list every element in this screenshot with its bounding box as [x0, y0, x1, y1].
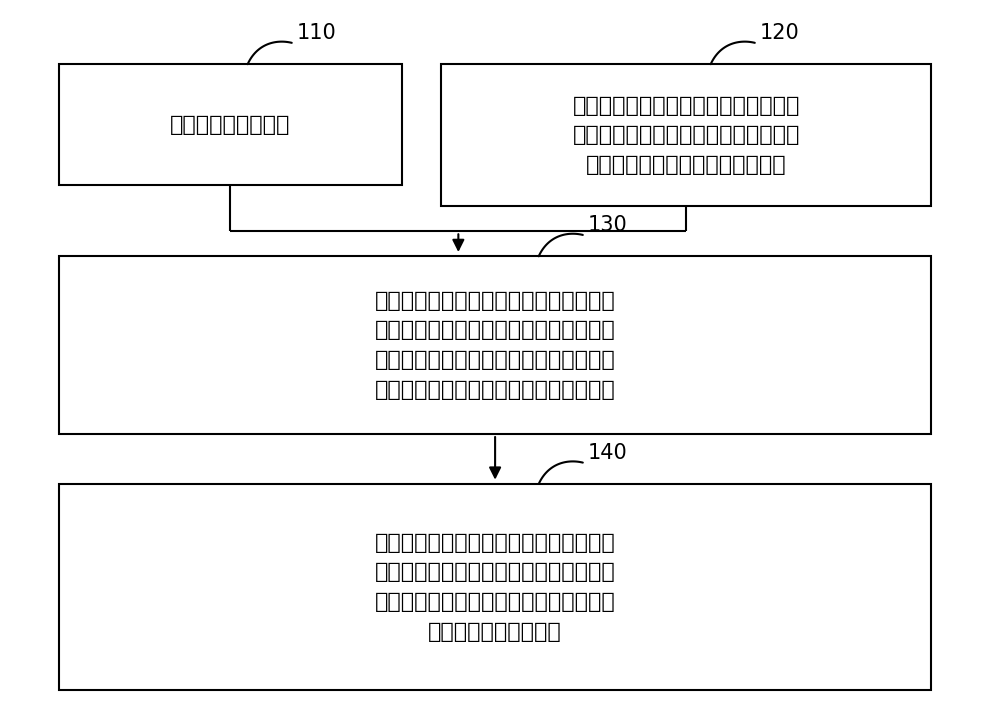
FancyBboxPatch shape — [441, 64, 931, 206]
Text: 根据为原料所采集的原料图像确定放置
于加工平台上的原料表面上的可加工区
原料图像是通过摄像头采集得到的: 根据为原料所采集的原料图像确定放置 于加工平台上的原料表面上的可加工区 原料图像… — [573, 96, 800, 175]
FancyBboxPatch shape — [59, 64, 402, 185]
FancyBboxPatch shape — [59, 484, 931, 690]
Text: 120: 120 — [760, 23, 799, 43]
Text: 根据待加工图案轨迹在预设坐标系中的第
一尺寸参数和可加工区在预设坐标系中的
第二尺寸参数，确定在可加工区上形成所
述待加工图案轨迹所指示图案的加工轨迹: 根据待加工图案轨迹在预设坐标系中的第 一尺寸参数和可加工区在预设坐标系中的 第二… — [375, 291, 615, 399]
Text: 110: 110 — [297, 23, 336, 43]
Text: 130: 130 — [588, 215, 627, 235]
Text: 140: 140 — [588, 443, 627, 462]
Text: 获取待加工图案轨迹: 获取待加工图案轨迹 — [170, 115, 291, 134]
FancyBboxPatch shape — [59, 256, 931, 434]
Text: 根据对应于原料的加工参数和待加工图案
轨迹的轨迹线所指示加工方式，在可加工
区中按照加工轨迹进行加工，加工方式包
括切割加工和雕刻加工: 根据对应于原料的加工参数和待加工图案 轨迹的轨迹线所指示加工方式，在可加工 区中… — [375, 533, 615, 642]
